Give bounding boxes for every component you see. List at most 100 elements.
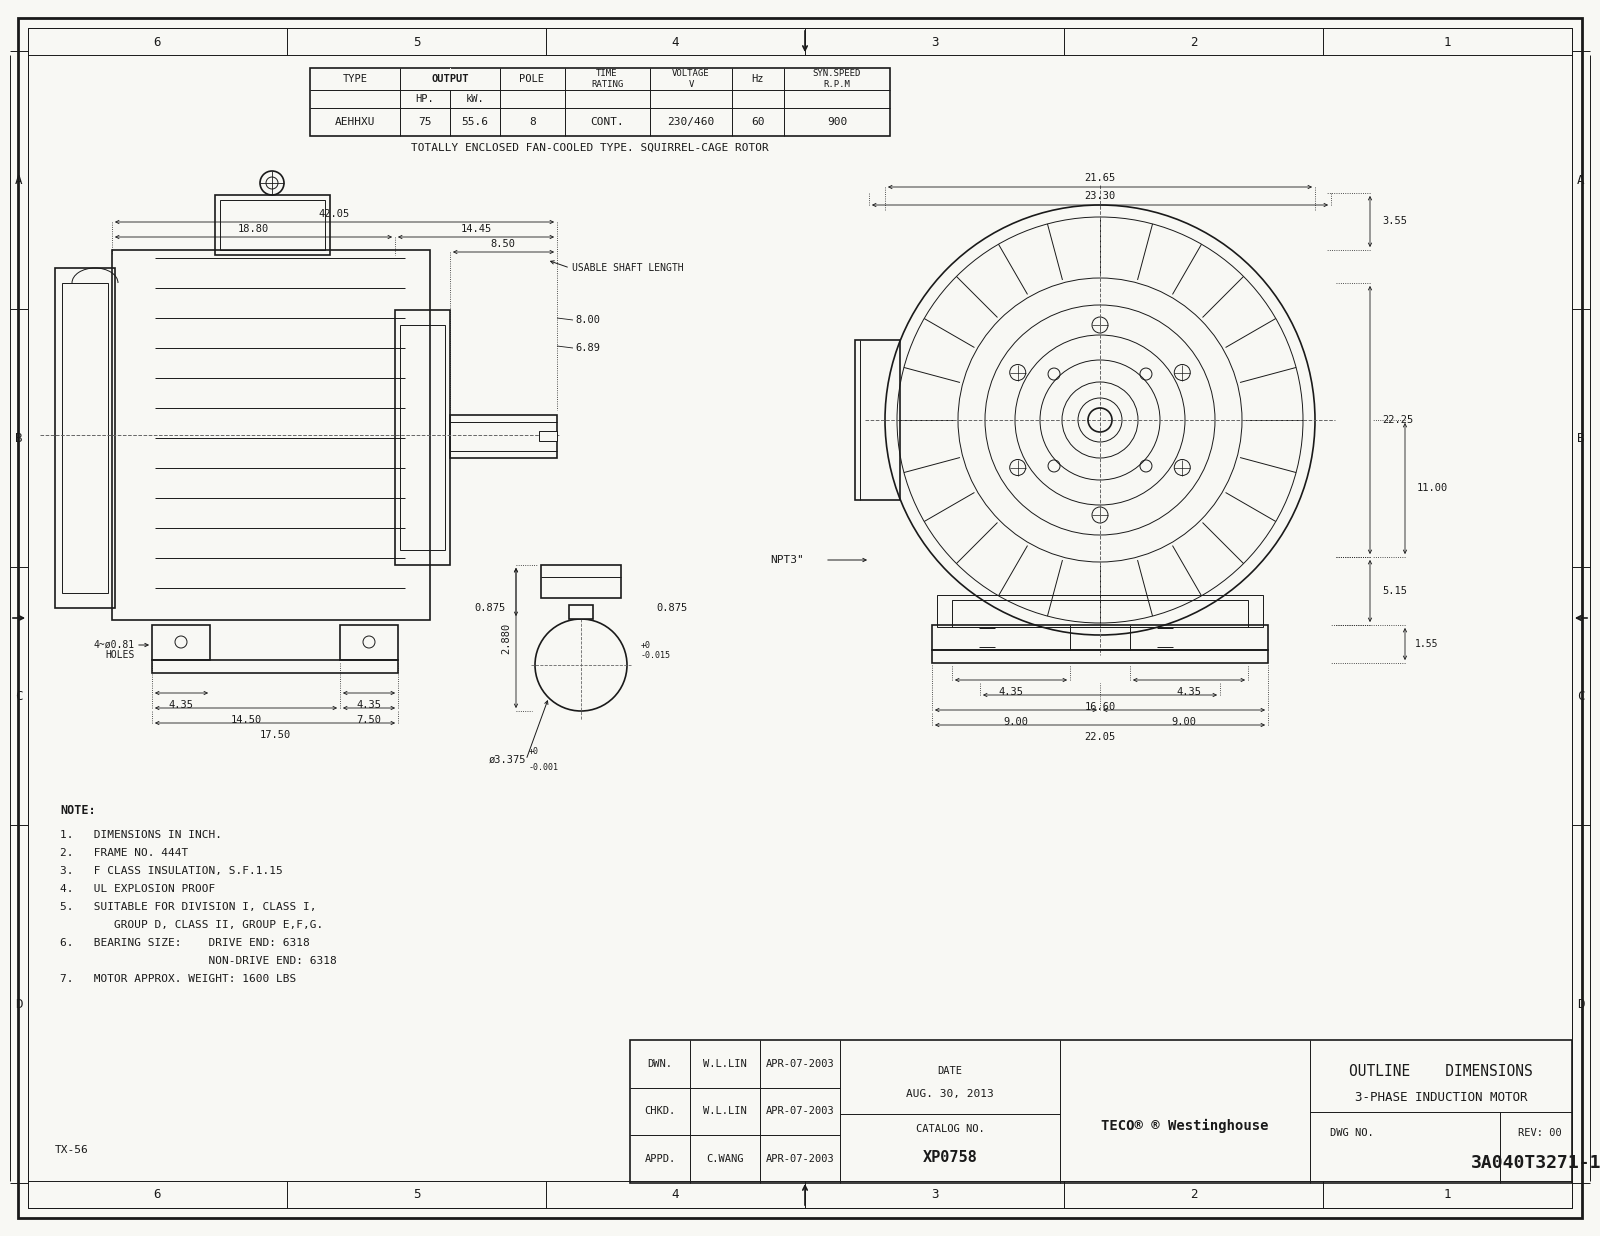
Text: NOTE:: NOTE:	[61, 803, 96, 817]
Text: 8: 8	[530, 117, 536, 127]
Bar	[395, 310, 450, 565]
Bar	[931, 650, 1267, 662]
Bar	[570, 604, 594, 619]
Text: VOLTAGE
V: VOLTAGE V	[672, 69, 710, 89]
Text: 5: 5	[413, 1188, 421, 1200]
Text: APR-07-2003: APR-07-2003	[766, 1154, 834, 1164]
Text: 1: 1	[1443, 1188, 1451, 1200]
Text: 4~ø0.81: 4~ø0.81	[94, 640, 134, 650]
Text: 18.80: 18.80	[237, 224, 269, 234]
Text: 6.89: 6.89	[574, 344, 600, 353]
Text: 22.05: 22.05	[1085, 732, 1115, 742]
Bar	[221, 200, 325, 250]
Text: TOTALLY ENCLOSED FAN-COOLED TYPE. SQUIRREL-CAGE ROTOR: TOTALLY ENCLOSED FAN-COOLED TYPE. SQUIRR…	[411, 143, 770, 153]
Text: 3: 3	[931, 1188, 938, 1200]
Bar	[152, 625, 210, 660]
Text: APR-07-2003: APR-07-2003	[766, 1059, 834, 1069]
Text: C: C	[1578, 690, 1584, 702]
Bar	[54, 268, 115, 608]
Text: 5.15: 5.15	[1382, 586, 1406, 596]
Text: 6.   BEARING SIZE:    DRIVE END: 6318: 6. BEARING SIZE: DRIVE END: 6318	[61, 938, 310, 948]
Text: 6: 6	[154, 1188, 162, 1200]
Text: CONT.: CONT.	[590, 117, 624, 127]
Text: 4.35: 4.35	[168, 700, 194, 709]
Bar	[854, 340, 899, 501]
Text: DWN.: DWN.	[648, 1059, 672, 1069]
Text: B: B	[16, 431, 22, 445]
Text: 1: 1	[1443, 36, 1451, 48]
Text: ø3.375: ø3.375	[488, 755, 526, 765]
Text: C: C	[16, 690, 22, 702]
Text: TYPE: TYPE	[342, 74, 368, 84]
Text: D: D	[1578, 997, 1584, 1011]
Text: 60: 60	[752, 117, 765, 127]
Text: TX-56: TX-56	[54, 1145, 88, 1154]
Text: 4.   UL EXPLOSION PROOF: 4. UL EXPLOSION PROOF	[61, 884, 216, 894]
Text: 6: 6	[154, 36, 162, 48]
Text: kW.: kW.	[466, 94, 485, 104]
Text: NON-DRIVE END: 6318: NON-DRIVE END: 6318	[61, 955, 336, 967]
Text: 16.60: 16.60	[1085, 702, 1115, 712]
Text: D: D	[16, 997, 22, 1011]
Text: 14.50: 14.50	[230, 714, 262, 726]
Text: 3-PHASE INDUCTION MOTOR: 3-PHASE INDUCTION MOTOR	[1355, 1090, 1528, 1104]
Text: 1.55: 1.55	[1414, 639, 1438, 649]
Text: GROUP D, CLASS II, GROUP E,F,G.: GROUP D, CLASS II, GROUP E,F,G.	[61, 920, 323, 929]
Text: 4: 4	[672, 1188, 680, 1200]
Bar	[310, 68, 890, 136]
Text: 2.880: 2.880	[501, 623, 510, 654]
Bar	[450, 415, 557, 459]
Text: 7.50: 7.50	[357, 714, 381, 726]
Text: A: A	[1578, 173, 1584, 187]
Text: 7.   MOTOR APPROX. WEIGHT: 1600 LBS: 7. MOTOR APPROX. WEIGHT: 1600 LBS	[61, 974, 296, 984]
Bar	[400, 325, 445, 550]
Text: TIME
RATING: TIME RATING	[590, 69, 622, 89]
Text: AUG. 30, 2013: AUG. 30, 2013	[906, 1089, 994, 1099]
Text: 3.   F CLASS INSULATION, S.F.1.15: 3. F CLASS INSULATION, S.F.1.15	[61, 866, 283, 876]
Text: 3A040T3271-1: 3A040T3271-1	[1470, 1154, 1600, 1172]
Text: XP0758: XP0758	[923, 1149, 978, 1164]
Text: 21.65: 21.65	[1085, 173, 1115, 183]
Text: TECO® ® Westinghouse: TECO® ® Westinghouse	[1101, 1119, 1269, 1133]
Text: APPD.: APPD.	[645, 1154, 675, 1164]
Text: W.L.LIN: W.L.LIN	[702, 1106, 747, 1116]
Text: 23.30: 23.30	[1085, 192, 1115, 201]
Bar	[152, 660, 398, 672]
Text: NPT3": NPT3"	[770, 555, 803, 565]
Bar	[214, 195, 330, 255]
Text: 0.875: 0.875	[656, 603, 688, 613]
Bar	[62, 283, 109, 593]
Text: 4.35: 4.35	[1176, 687, 1202, 697]
Text: CATALOG NO.: CATALOG NO.	[915, 1124, 984, 1133]
Bar	[539, 431, 557, 441]
Text: 11.00: 11.00	[1418, 483, 1448, 493]
Text: 2: 2	[1190, 36, 1197, 48]
Text: USABLE SHAFT LENGTH: USABLE SHAFT LENGTH	[573, 263, 683, 273]
Text: HOLES: HOLES	[106, 650, 134, 660]
Text: SYN.SPEED
R.P.M: SYN.SPEED R.P.M	[813, 69, 861, 89]
Text: 17.50: 17.50	[259, 730, 291, 740]
Text: 4: 4	[672, 36, 680, 48]
Text: HP.: HP.	[416, 94, 434, 104]
Text: +0: +0	[530, 748, 539, 756]
Text: 42.05: 42.05	[318, 209, 350, 219]
Text: 75: 75	[418, 117, 432, 127]
Text: 900: 900	[827, 117, 846, 127]
Text: -0.015: -0.015	[642, 650, 670, 660]
Text: REV: 00: REV: 00	[1518, 1128, 1562, 1138]
Text: 55.6: 55.6	[461, 117, 488, 127]
Text: 3: 3	[931, 36, 938, 48]
Text: 8.00: 8.00	[574, 315, 600, 325]
Bar	[541, 565, 621, 598]
Text: OUTLINE    DIMENSIONS: OUTLINE DIMENSIONS	[1349, 1064, 1533, 1079]
Text: 4.35: 4.35	[998, 687, 1024, 697]
Text: +0: +0	[642, 640, 651, 649]
Text: 4.35: 4.35	[357, 700, 381, 709]
Text: 22.25: 22.25	[1382, 415, 1413, 425]
Text: -0.001: -0.001	[530, 764, 558, 772]
Text: APR-07-2003: APR-07-2003	[766, 1106, 834, 1116]
Text: 5.   SUITABLE FOR DIVISION I, CLASS I,: 5. SUITABLE FOR DIVISION I, CLASS I,	[61, 902, 317, 912]
Text: W.L.LIN: W.L.LIN	[702, 1059, 747, 1069]
Text: B: B	[1578, 431, 1584, 445]
Bar	[931, 625, 1267, 650]
